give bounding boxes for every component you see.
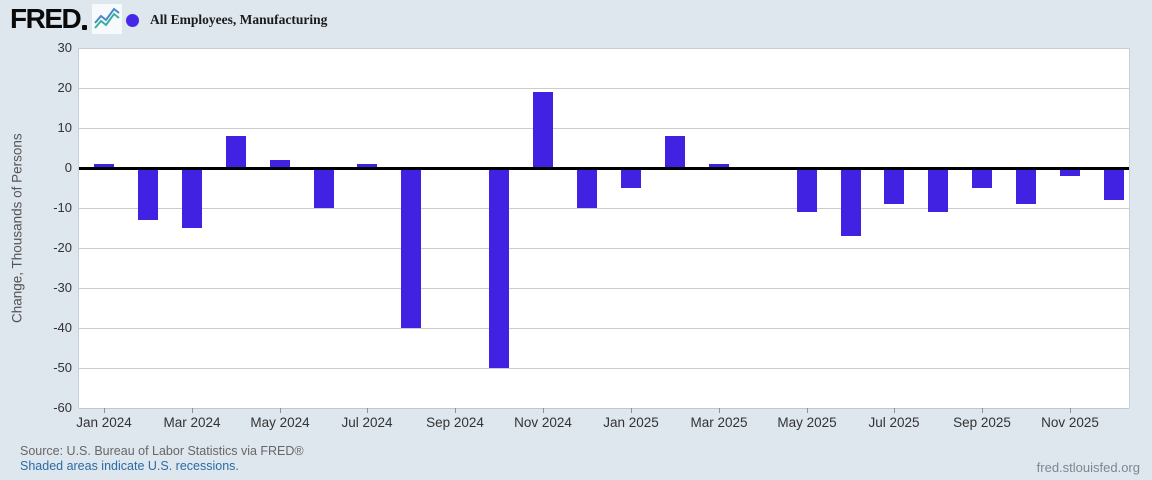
fred-logo-trademark-dot	[82, 24, 88, 30]
bar-oct-2025[interactable]	[1016, 168, 1036, 204]
bar-jan-2024[interactable]	[94, 164, 114, 168]
recession-note-link[interactable]: Shaded areas indicate U.S. recessions.	[20, 459, 239, 473]
bar-may-2025[interactable]	[797, 168, 817, 212]
y-tick-label--30: -30	[53, 280, 72, 295]
x-tick-label-nov-2025: Nov 2025	[1041, 415, 1099, 430]
x-tick-label-mar-2025: Mar 2025	[690, 415, 748, 430]
bar-dec-2025[interactable]	[1104, 168, 1124, 200]
y-tick-label--20: -20	[53, 240, 72, 255]
gridline-30	[79, 48, 1129, 49]
gridline-20	[79, 88, 1129, 89]
bar-mar-2025[interactable]	[709, 164, 729, 168]
zero-line	[79, 167, 1129, 170]
bar-mar-2024[interactable]	[182, 168, 202, 228]
bar-feb-2025[interactable]	[665, 136, 685, 168]
gridline--30	[79, 288, 1129, 289]
y-tick-label-20: 20	[57, 80, 72, 95]
x-tick-nov-2024	[543, 408, 544, 413]
x-tick-label-jan-2025: Jan 2025	[603, 415, 659, 430]
y-tick-label--60: -60	[53, 400, 72, 415]
x-tick-mar-2025	[719, 408, 720, 413]
bar-jul-2025[interactable]	[884, 168, 904, 204]
fred-logo[interactable]: FRED	[10, 3, 123, 34]
x-tick-label-sep-2024: Sep 2024	[426, 415, 484, 430]
x-tick-label-may-2025: May 2025	[777, 415, 837, 430]
fred-logo-text: FRED	[10, 3, 82, 34]
plot-area[interactable]: Jan 2024 Mar 2024 May 2024 Jul 2024 Sep 2024…	[76, 48, 1130, 430]
x-tick-sep-2024	[455, 408, 456, 413]
y-tick-label--40: -40	[53, 320, 72, 335]
x-tick-label-sep-2025: Sep 2025	[953, 415, 1011, 430]
bar-nov-2024[interactable]	[533, 92, 553, 168]
bar-aug-2024[interactable]	[401, 168, 421, 328]
x-tick-mar-2024	[192, 408, 193, 413]
y-tick-label-0: 0	[64, 160, 72, 175]
x-tick-jul-2025	[894, 408, 895, 413]
site-link[interactable]: fred.stlouisfed.org	[1036, 460, 1140, 475]
x-tick-sep-2025	[982, 408, 983, 413]
y-tick-label-30: 30	[57, 40, 72, 55]
x-tick-label-jul-2025: Jul 2025	[868, 415, 920, 430]
x-tick-label-mar-2024: Mar 2024	[163, 415, 221, 430]
bar-nov-2025[interactable]	[1060, 168, 1080, 176]
gridline--60	[79, 408, 1129, 409]
x-tick-label-jul-2024: Jul 2024	[341, 415, 393, 430]
gridline--40	[79, 328, 1129, 329]
bar-may-2024[interactable]	[270, 160, 290, 168]
bar-jan-2025[interactable]	[621, 168, 641, 188]
gridline--10	[79, 208, 1129, 209]
x-tick-may-2025	[807, 408, 808, 413]
x-tick-jan-2024	[104, 408, 105, 413]
series-legend-dot-icon	[126, 13, 139, 27]
bar-oct-2024[interactable]	[489, 168, 509, 368]
x-tick-jul-2024	[367, 408, 368, 413]
bar-jul-2024[interactable]	[357, 164, 377, 168]
fred-logo-sparkline-icon	[92, 4, 123, 34]
series-legend[interactable]: All Employees, Manufacturing	[126, 12, 327, 28]
bar-jun-2025[interactable]	[841, 168, 861, 236]
y-tick-label-10: 10	[57, 120, 72, 135]
x-tick-label-may-2024: May 2024	[250, 415, 310, 430]
source-text: Source: U.S. Bureau of Labor Statistics …	[20, 444, 304, 458]
x-tick-nov-2025	[1070, 408, 1071, 413]
x-tick-label-nov-2024: Nov 2024	[514, 415, 572, 430]
x-tick-label-jan-2024: Jan 2024	[76, 415, 132, 430]
bar-apr-2024[interactable]	[226, 136, 246, 168]
y-tick-label--10: -10	[53, 200, 72, 215]
bar-feb-2024[interactable]	[138, 168, 158, 220]
series-legend-label: All Employees, Manufacturing	[150, 12, 328, 27]
x-tick-jan-2025	[631, 408, 632, 413]
gridline--50	[79, 368, 1129, 369]
bar-sep-2025[interactable]	[972, 168, 992, 188]
bar-jun-2024[interactable]	[314, 168, 334, 208]
bar-dec-2024[interactable]	[577, 168, 597, 208]
bar-aug-2025[interactable]	[928, 168, 948, 212]
y-tick-label--50: -50	[53, 360, 72, 375]
gridline--20	[79, 248, 1129, 249]
gridline-10	[79, 128, 1129, 129]
x-tick-may-2024	[280, 408, 281, 413]
y-axis-title: Change, Thousands of Persons	[9, 133, 25, 323]
